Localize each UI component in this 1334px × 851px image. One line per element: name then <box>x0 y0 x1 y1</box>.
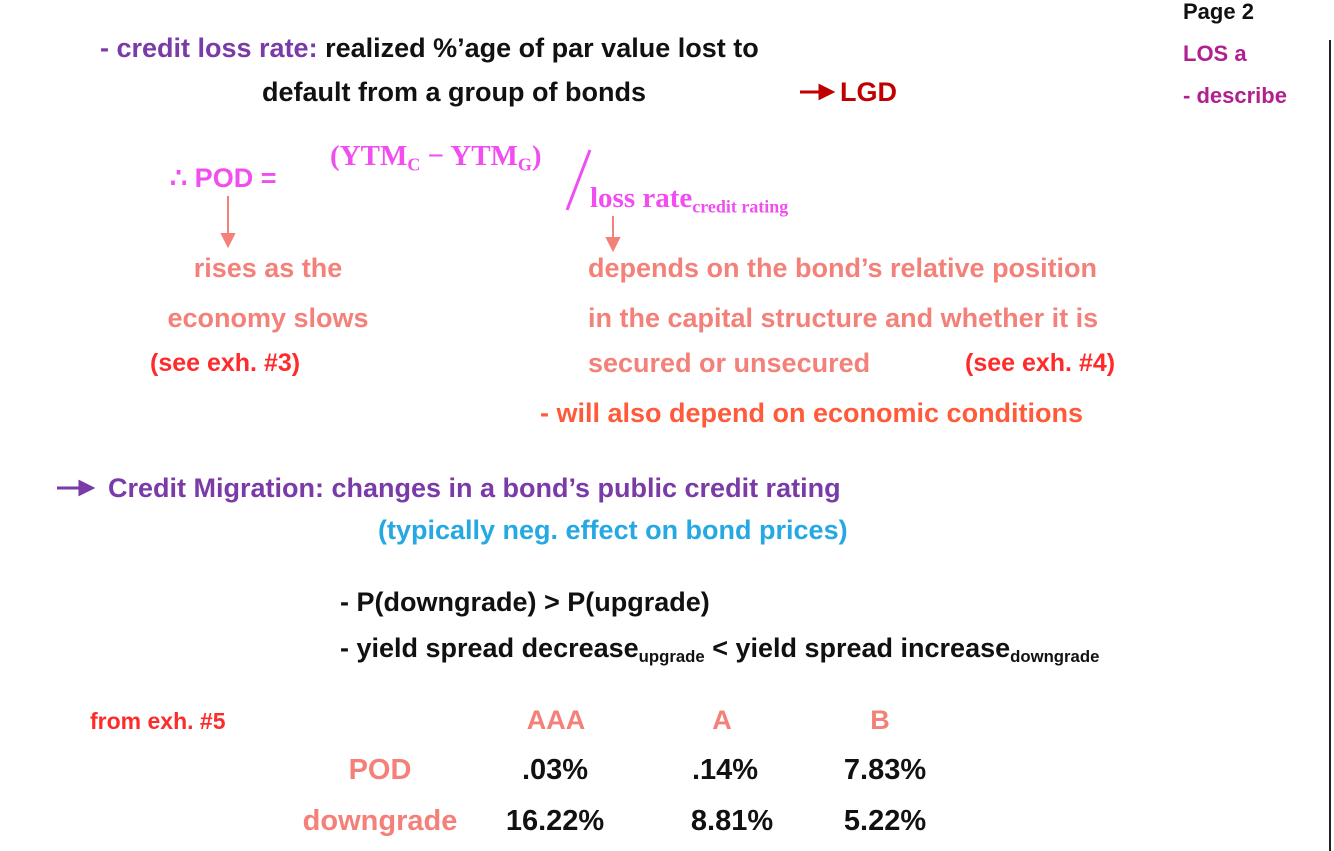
column-header: AAA <box>526 705 586 735</box>
row-name: POD <box>348 754 412 786</box>
text: − YTM <box>420 140 518 172</box>
sub: C <box>407 154 421 175</box>
text: (YTM <box>330 140 408 172</box>
term: - credit loss rate: <box>100 33 318 63</box>
page-number: Page 2 <box>1183 0 1254 24</box>
cell: .03% <box>521 754 589 786</box>
migration-effect: (typically neg. effect on bond prices) <box>378 515 848 545</box>
loss-note: secured or unsecured <box>588 348 871 378</box>
migration-definition: Credit Migration: changes in a bond’s pu… <box>108 473 841 503</box>
column-header: A <box>712 705 732 735</box>
row-name: downgrade <box>302 805 458 837</box>
sub: upgrade <box>638 647 705 667</box>
bullet: - yield spread decreaseupgrade < yield s… <box>340 632 1099 673</box>
column-header: B <box>870 705 890 735</box>
cell: 5.22% <box>843 805 927 837</box>
definition: default from a group of bonds <box>262 77 646 107</box>
fraction-slash <box>565 149 592 211</box>
numerator: (YTMC − YTMG) <box>330 140 542 180</box>
formula-lhs: ∴ POD = <box>170 163 277 193</box>
lgd: LGD <box>840 77 897 107</box>
loss-note-extra: - will also depend on economic condition… <box>540 398 1084 428</box>
text: ) <box>531 140 542 172</box>
cell: 7.83% <box>843 754 927 786</box>
los-task: - describe <box>1183 83 1287 108</box>
table-source: from exh. #5 <box>90 708 226 734</box>
cell: 8.81% <box>690 805 774 837</box>
los: LOS a <box>1183 41 1247 66</box>
definition: realized %’age of par value lost to <box>325 33 759 63</box>
cell: .14% <box>691 754 759 786</box>
text: - yield spread decrease <box>340 633 639 663</box>
arrow-loss <box>605 216 621 253</box>
bullet: - P(downgrade) > P(upgrade) <box>340 587 710 617</box>
pod-note: economy slows <box>167 303 369 333</box>
ref: (see exh. #4) <box>965 349 1116 377</box>
denominator: loss ratecredit rating <box>590 182 788 222</box>
arrow-migration <box>57 479 96 497</box>
loss-rate-line: - credit loss rate: realized %’age of pa… <box>100 32 759 64</box>
sub: G <box>517 154 532 175</box>
loss-note: depends on the bond’s relative position <box>588 253 1098 283</box>
pod-note: rises as the <box>193 253 343 283</box>
loss-note: in the capital structure and whether it … <box>588 303 1099 333</box>
sub: credit rating <box>692 196 789 217</box>
arrow-lgd <box>800 83 836 101</box>
sub: downgrade <box>1010 647 1100 667</box>
ref: (see exh. #3) <box>150 349 301 377</box>
text: loss rate <box>590 182 693 214</box>
text: < yield spread increase <box>704 633 1011 663</box>
cell: 16.22% <box>505 805 605 837</box>
arrow-pod <box>220 196 236 249</box>
